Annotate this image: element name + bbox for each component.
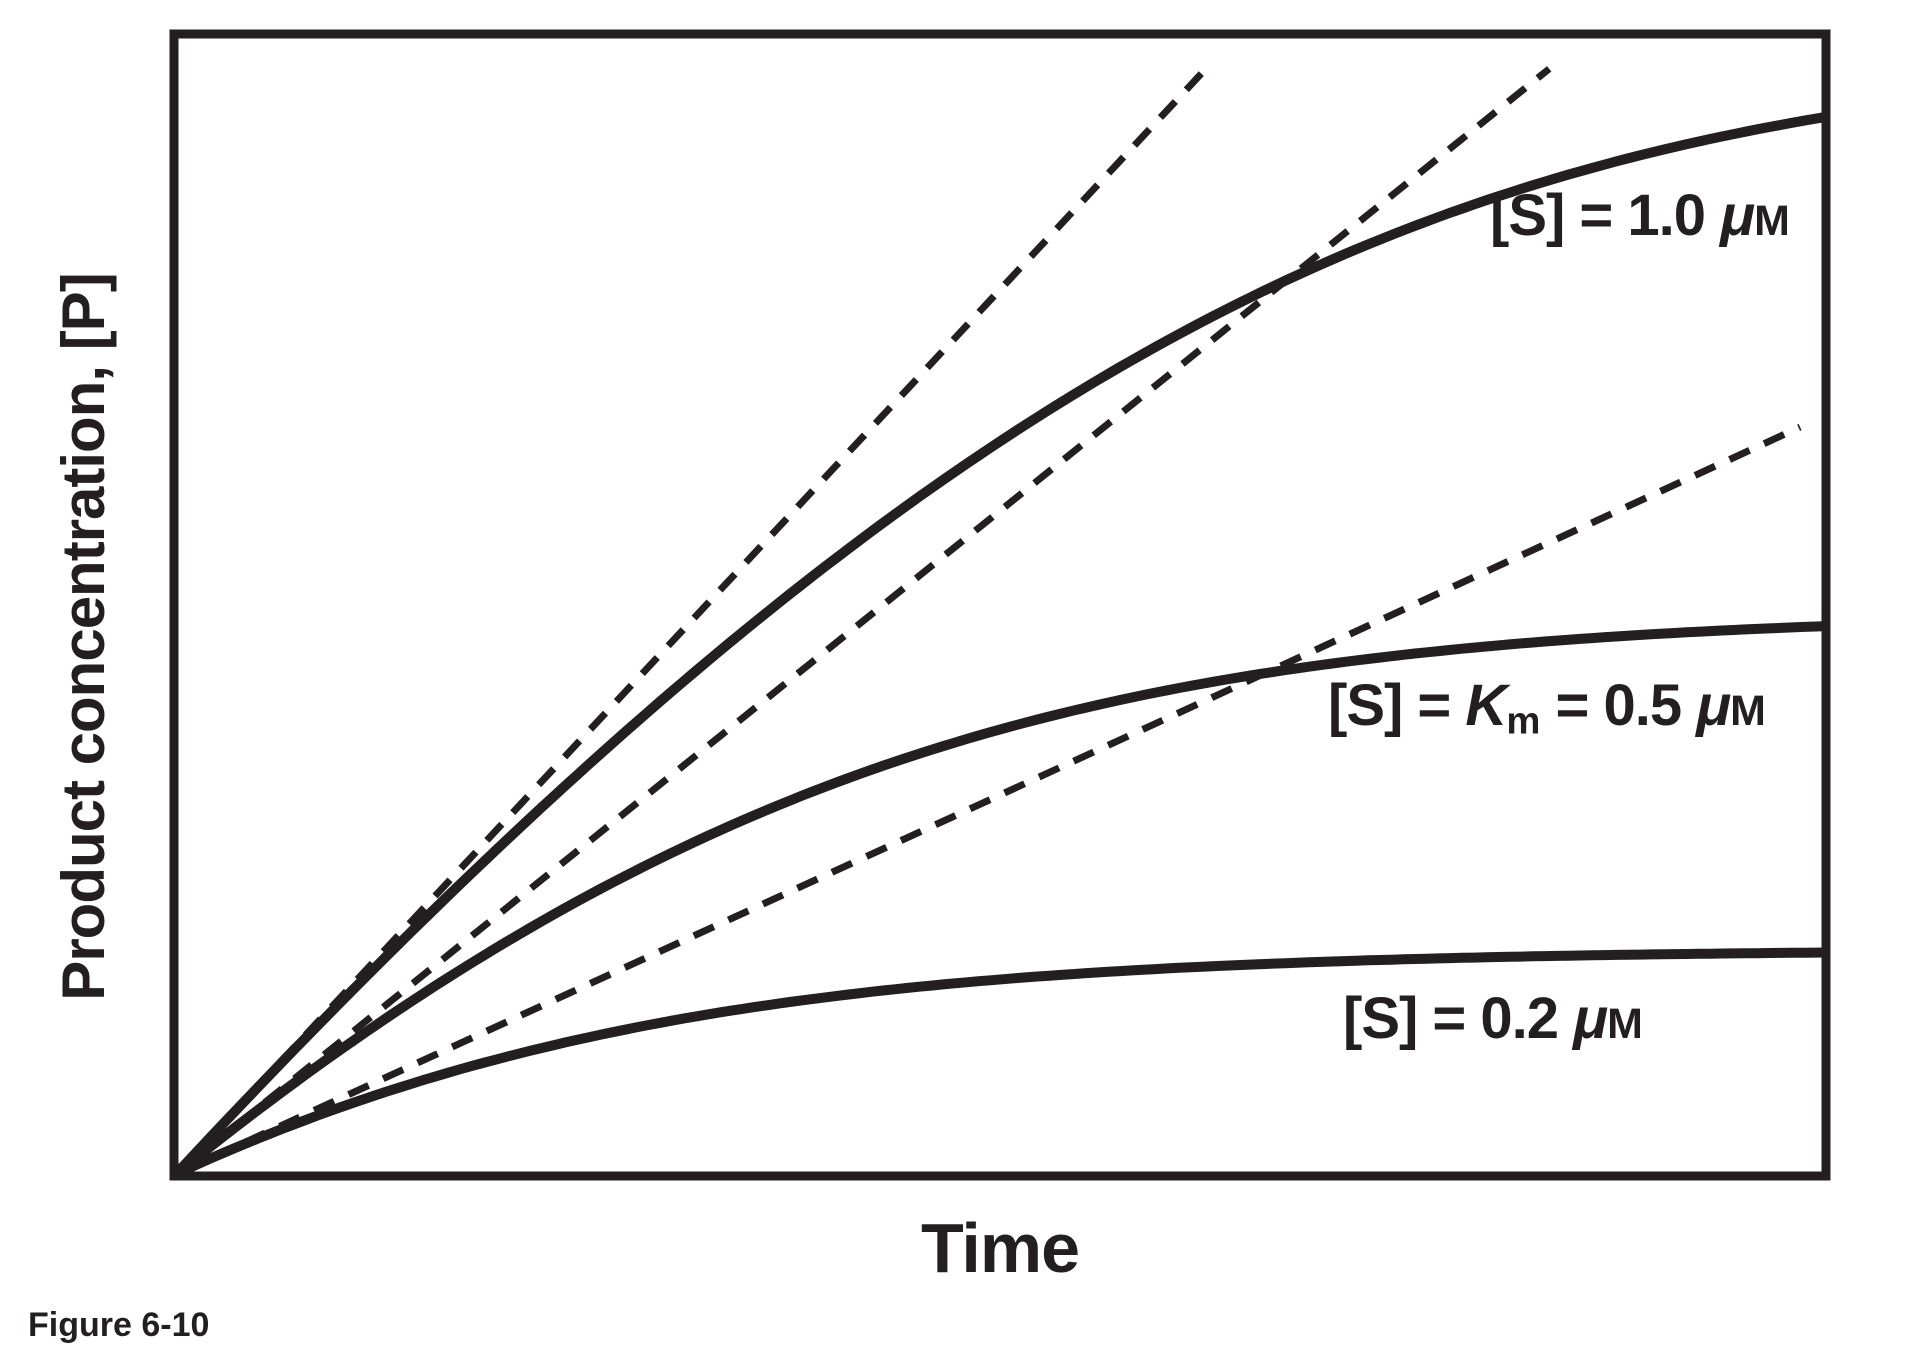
mu-symbol: μ <box>1720 183 1755 248</box>
molar-symbol: M <box>1754 197 1790 245</box>
km-symbol: K <box>1465 673 1507 738</box>
curve-label-s-0.2uM: [S] = 0.2 μM <box>1343 985 1643 1052</box>
x-axis-label: Time <box>920 1209 1080 1287</box>
figure-caption: Figure 6-10 <box>28 1306 210 1344</box>
mu-symbol: μ <box>1573 986 1608 1051</box>
initial-velocity-tangent-0.5uM <box>173 66 1552 1177</box>
label-text: [S] = 1.0 <box>1490 183 1721 248</box>
mu-symbol: μ <box>1696 673 1731 738</box>
initial-velocity-tangent-0.2uM <box>174 423 1802 1178</box>
label-text: [S] = <box>1328 673 1466 738</box>
label-text: = 0.5 <box>1540 673 1697 738</box>
curve-s-0.5uM <box>172 621 1829 1178</box>
molar-symbol: M <box>1607 1000 1643 1048</box>
molar-symbol: M <box>1730 687 1766 735</box>
initial-velocity-tangent-1.0uM <box>173 64 1211 1177</box>
curve-label-s-km-0.5uM: [S] = Km = 0.5 μM <box>1328 672 1766 743</box>
curve-s-1uM <box>172 111 1829 1178</box>
plot-frame <box>169 29 1831 1181</box>
curve-s-0.2uM <box>173 947 1829 1179</box>
km-subscript: m <box>1506 699 1541 743</box>
curve-label-s-1.0uM: [S] = 1.0 μM <box>1490 182 1790 249</box>
y-axis-label: Product concentration, [P] <box>50 273 117 1001</box>
label-text: [S] = 0.2 <box>1343 986 1574 1051</box>
